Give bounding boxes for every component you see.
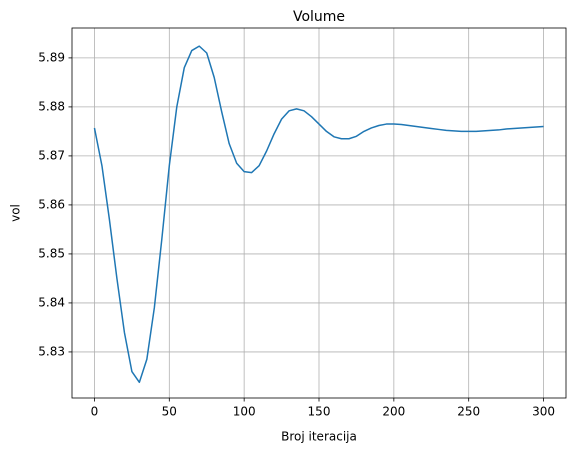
chart-title: Volume bbox=[293, 9, 345, 25]
x-tick-label: 250 bbox=[457, 405, 480, 419]
x-tick-label: 100 bbox=[233, 405, 256, 419]
y-tick-label: 5.85 bbox=[38, 246, 65, 260]
y-tick-label: 5.86 bbox=[38, 197, 65, 211]
y-tick-label: 5.87 bbox=[38, 148, 65, 162]
y-tick-label: 5.83 bbox=[38, 344, 65, 358]
y-tick-label: 5.89 bbox=[38, 50, 65, 64]
line-series bbox=[93, 45, 544, 384]
x-tick-label: 200 bbox=[382, 405, 405, 419]
x-axis-label: Broj iteracija bbox=[281, 430, 357, 444]
y-tick-label: 5.84 bbox=[38, 295, 65, 309]
plot-frame bbox=[71, 27, 567, 399]
y-axis-label: vol bbox=[9, 204, 23, 222]
x-tick-label: 50 bbox=[162, 405, 177, 419]
x-tick-label: 150 bbox=[308, 405, 331, 419]
x-tick-label: 300 bbox=[532, 405, 555, 419]
y-tick-label: 5.88 bbox=[38, 99, 65, 113]
x-tick-label: 0 bbox=[91, 405, 99, 419]
